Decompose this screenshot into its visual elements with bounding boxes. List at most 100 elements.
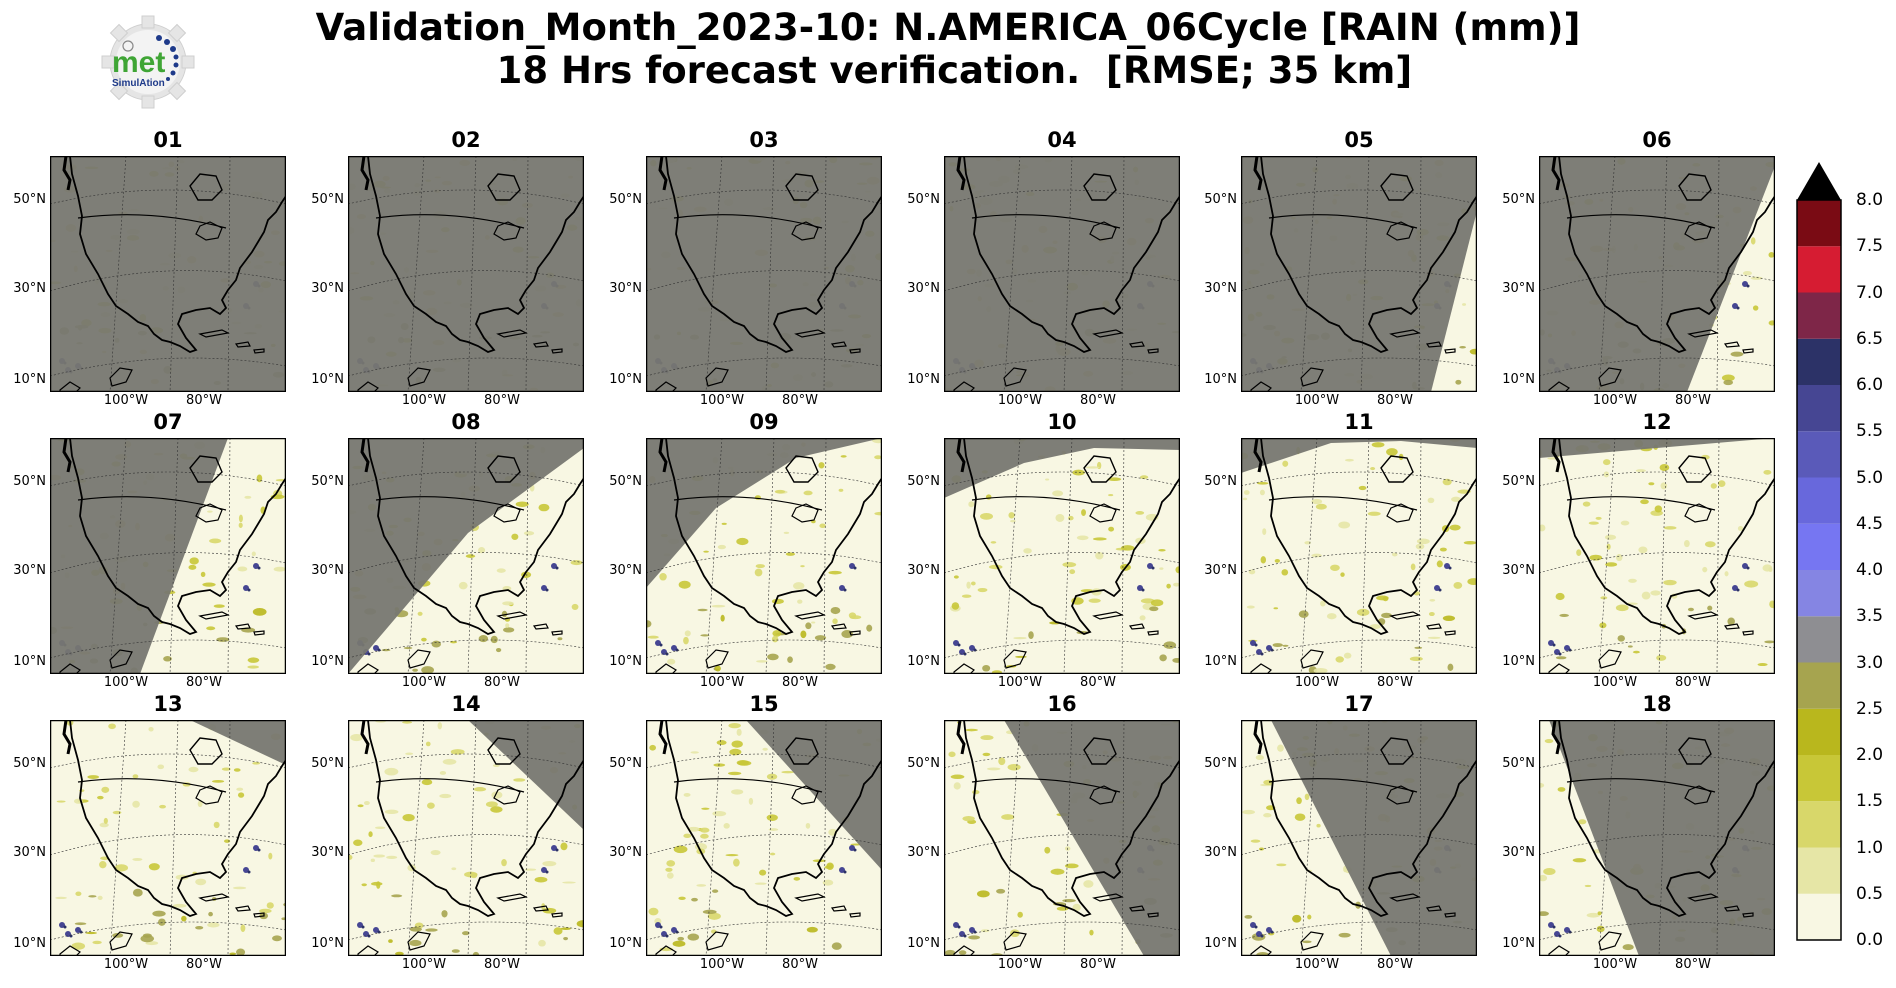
panel-title: 14 xyxy=(451,692,481,716)
lat-tick-label: 30°N xyxy=(907,563,940,578)
night-shade xyxy=(1539,438,1775,458)
lon-tick-label: 100°W xyxy=(699,957,745,972)
lon-tick-label: 100°W xyxy=(997,675,1043,690)
lat-tick-label: 30°N xyxy=(13,563,46,578)
lat-tick-label: 10°N xyxy=(311,372,344,387)
forecast-panel-15: 15 50°N 30°N 10°N 100°W 80°W xyxy=(609,692,946,978)
colorbar-tick-label: 5.0 xyxy=(1856,467,1884,488)
panel-map xyxy=(944,720,1180,956)
panel-map xyxy=(944,438,1180,674)
colorbar-bin xyxy=(1797,755,1841,802)
colorbar-bin xyxy=(1797,385,1841,432)
colorbar-tick-label: 7.0 xyxy=(1856,282,1884,303)
panel-map xyxy=(50,156,286,392)
lat-tick-label: 30°N xyxy=(609,281,642,296)
logo-met-text: met xyxy=(112,46,165,79)
colorbar xyxy=(1795,160,1843,960)
met-simulation-logo: met SimulAtion xyxy=(96,12,206,116)
lon-tick-label: 100°W xyxy=(103,393,149,408)
lat-tick-label: 10°N xyxy=(609,372,642,387)
lon-tick-label: 80°W xyxy=(186,957,222,972)
lon-tick-label: 80°W xyxy=(1080,957,1116,972)
logo-sub-text: SimulAtion xyxy=(112,78,165,89)
figure-title: Validation_Month_2023-10: N.AMERICA_06Cy… xyxy=(315,6,1581,92)
forecast-panel-13: 13 50°N 30°N 10°N 100°W 80°W xyxy=(13,692,350,978)
forecast-panel-16: 16 50°N 30°N 10°N 100°W 80°W xyxy=(907,692,1244,978)
lat-tick-label: 30°N xyxy=(907,845,940,860)
lon-tick-label: 80°W xyxy=(186,393,222,408)
lat-tick-label: 30°N xyxy=(609,845,642,860)
colorbar-bin xyxy=(1797,523,1841,570)
lat-tick-label: 10°N xyxy=(609,936,642,951)
colorbar-bin xyxy=(1797,662,1841,709)
lon-tick-label: 80°W xyxy=(1675,957,1711,972)
lon-tick-label: 100°W xyxy=(103,675,149,690)
colorbar-extend-arrow xyxy=(1797,162,1841,200)
panel-title: 08 xyxy=(451,410,481,434)
panel-title: 04 xyxy=(1047,128,1077,152)
forecast-panel-14: 14 50°N 30°N 10°N 100°W 80°W xyxy=(311,692,648,978)
lat-tick-label: 50°N xyxy=(907,474,940,489)
panel-title: 17 xyxy=(1344,692,1374,716)
panel-map xyxy=(50,720,286,956)
forecast-panel-11: 11 50°N 30°N 10°N 100°W 80°W xyxy=(1204,410,1541,696)
lon-tick-label: 80°W xyxy=(186,675,222,690)
lat-tick-label: 50°N xyxy=(13,192,46,207)
panel-title: 02 xyxy=(451,128,481,152)
lat-tick-label: 10°N xyxy=(609,654,642,669)
panel-title: 07 xyxy=(153,410,183,434)
panel-title: 11 xyxy=(1344,410,1374,434)
forecast-panel-17: 17 50°N 30°N 10°N 100°W 80°W xyxy=(1204,692,1541,978)
panel-map xyxy=(1241,438,1477,674)
lat-tick-label: 50°N xyxy=(13,756,46,771)
lon-tick-label: 80°W xyxy=(484,675,520,690)
panel-title: 13 xyxy=(153,692,183,716)
colorbar-bin xyxy=(1797,801,1841,848)
night-shade xyxy=(646,438,882,588)
colorbar-bin xyxy=(1797,200,1841,247)
colorbar-tick-label: 2.0 xyxy=(1856,745,1884,765)
lat-tick-label: 50°N xyxy=(13,474,46,489)
lat-tick-label: 30°N xyxy=(311,281,344,296)
lon-tick-label: 100°W xyxy=(1592,675,1638,690)
lat-tick-label: 30°N xyxy=(1502,845,1535,860)
lat-tick-label: 50°N xyxy=(1502,756,1535,771)
colorbar-bin xyxy=(1797,708,1841,755)
colorbar-bin xyxy=(1797,338,1841,385)
forecast-panel-06: 06 50°N 30°N 10°N 100°W 80°W xyxy=(1502,128,1839,414)
panel-title: 18 xyxy=(1642,692,1672,716)
forecast-panel-01: 01 50°N 30°N 10°N 100°W 80°W xyxy=(13,128,350,414)
colorbar-tick-label: 3.0 xyxy=(1856,652,1884,673)
lat-tick-label: 10°N xyxy=(13,654,46,669)
forecast-panel-08: 08 50°N 30°N 10°N 100°W 80°W xyxy=(311,410,648,696)
lat-tick-label: 30°N xyxy=(13,845,46,860)
lat-tick-label: 50°N xyxy=(311,192,344,207)
lon-tick-label: 80°W xyxy=(1080,675,1116,690)
lat-tick-label: 30°N xyxy=(1204,563,1237,578)
lat-tick-label: 50°N xyxy=(1502,192,1535,207)
lat-tick-label: 30°N xyxy=(1502,281,1535,296)
lat-tick-label: 50°N xyxy=(907,756,940,771)
lat-tick-label: 10°N xyxy=(1502,654,1535,669)
lat-tick-label: 50°N xyxy=(609,756,642,771)
lon-tick-label: 80°W xyxy=(1377,957,1413,972)
night-shade xyxy=(50,156,286,392)
lon-tick-label: 100°W xyxy=(1294,393,1340,408)
lat-tick-label: 50°N xyxy=(1502,474,1535,489)
panel-title: 15 xyxy=(749,692,779,716)
lat-tick-label: 10°N xyxy=(1502,936,1535,951)
lat-tick-label: 50°N xyxy=(1204,474,1237,489)
lon-tick-label: 100°W xyxy=(401,675,447,690)
lon-tick-label: 100°W xyxy=(401,957,447,972)
forecast-panel-04: 04 50°N 30°N 10°N 100°W 80°W xyxy=(907,128,1244,414)
forecast-panel-05: 05 50°N 30°N 10°N 100°W 80°W xyxy=(1204,128,1541,414)
lon-tick-label: 80°W xyxy=(782,675,818,690)
colorbar-bin xyxy=(1797,292,1841,339)
forecast-panel-12: 12 50°N 30°N 10°N 100°W 80°W xyxy=(1502,410,1839,696)
night-shade xyxy=(50,438,228,674)
lat-tick-label: 30°N xyxy=(311,845,344,860)
colorbar-tick-label: 2.5 xyxy=(1856,698,1884,719)
colorbar-bin xyxy=(1797,893,1841,940)
colorbar-tick-label: 0.5 xyxy=(1856,883,1884,904)
lat-tick-label: 10°N xyxy=(13,372,46,387)
